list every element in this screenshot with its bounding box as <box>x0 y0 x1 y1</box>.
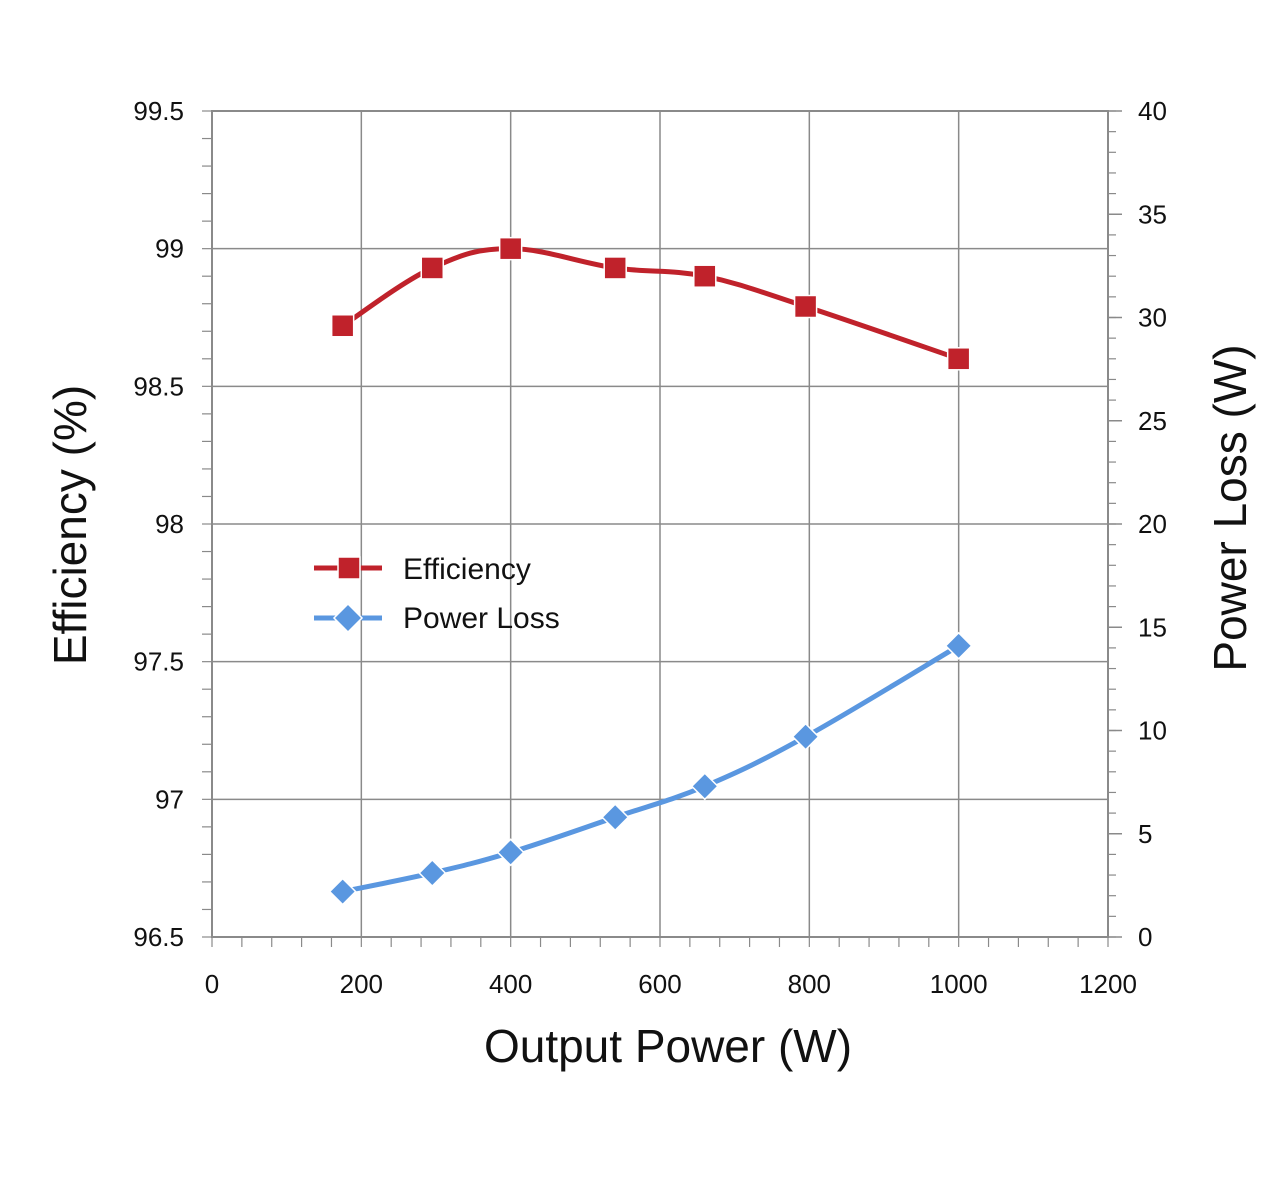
x-tick-label: 800 <box>788 969 831 999</box>
data-point-power-loss <box>496 838 525 867</box>
y-right-tick-label: 15 <box>1138 612 1167 642</box>
legend-efficiency-marker <box>337 556 361 580</box>
y-right-tick-label: 25 <box>1138 406 1167 436</box>
data-point-efficiency <box>603 256 627 280</box>
y-right-tick-label: 35 <box>1138 199 1167 229</box>
y-right-tick-label: 30 <box>1138 303 1167 333</box>
data-point-power-loss <box>690 772 719 801</box>
x-tick-label: 0 <box>205 969 219 999</box>
data-point-efficiency <box>420 256 445 280</box>
y-left-tick-label: 97 <box>155 784 184 814</box>
y-left-tick-label: 98 <box>155 509 184 539</box>
series-layer <box>328 236 973 906</box>
x-tick-label: 1000 <box>930 969 988 999</box>
y-left-tick-label: 99.5 <box>133 96 184 126</box>
data-point-power-loss <box>791 722 820 751</box>
x-tick-labels: 0 200 400 600 800 1000 1200 <box>205 969 1137 999</box>
x-tick-label: 600 <box>638 969 681 999</box>
data-point-power-loss <box>418 858 447 888</box>
series-line-power-loss <box>342 643 960 895</box>
legend: Efficiency Power Loss <box>314 553 560 635</box>
y-right-tick-label: 40 <box>1138 96 1167 126</box>
data-point-power-loss <box>328 877 357 906</box>
x-tick-label: 200 <box>340 969 383 999</box>
y-left-axis-title: Efficiency (%) <box>44 385 96 665</box>
x-tick-label: 1200 <box>1079 969 1137 999</box>
y-right-tick-label: 20 <box>1138 509 1167 539</box>
plot-frame <box>211 110 1109 938</box>
data-point-efficiency <box>693 264 717 288</box>
data-point-efficiency <box>498 236 523 261</box>
data-point-power-loss <box>601 803 630 832</box>
plot-border <box>211 110 1109 938</box>
legend-power-loss-marker <box>332 602 364 634</box>
legend-power-loss-label: Power Loss <box>403 602 560 635</box>
y-right-axis-title: Power Loss (W) <box>1204 344 1256 671</box>
data-point-efficiency <box>330 314 355 338</box>
grid <box>211 110 1109 938</box>
data-point-efficiency <box>793 294 818 319</box>
y-right-tick-label: 10 <box>1138 716 1167 746</box>
x-tick-label: 400 <box>489 969 532 999</box>
y-right-tick-label: 5 <box>1138 819 1152 849</box>
minor-ticks <box>202 110 1122 947</box>
y-left-tick-label: 96.5 <box>133 922 184 952</box>
y-right-tick-label: 0 <box>1138 922 1152 952</box>
y-left-tick-label: 99 <box>155 234 184 264</box>
data-point-power-loss <box>944 631 973 660</box>
y-left-tick-label: 98.5 <box>133 371 184 401</box>
y-left-tick-label: 97.5 <box>133 647 184 677</box>
y-left-tick-labels: 96.5 97 97.5 98 98.5 99 99.5 <box>133 96 184 952</box>
data-point-efficiency <box>946 347 971 371</box>
x-axis-title: Output Power (W) <box>484 1020 852 1072</box>
legend-efficiency-label: Efficiency <box>403 553 531 586</box>
y-right-tick-labels: 0 5 10 15 20 25 30 35 40 <box>1138 96 1167 952</box>
